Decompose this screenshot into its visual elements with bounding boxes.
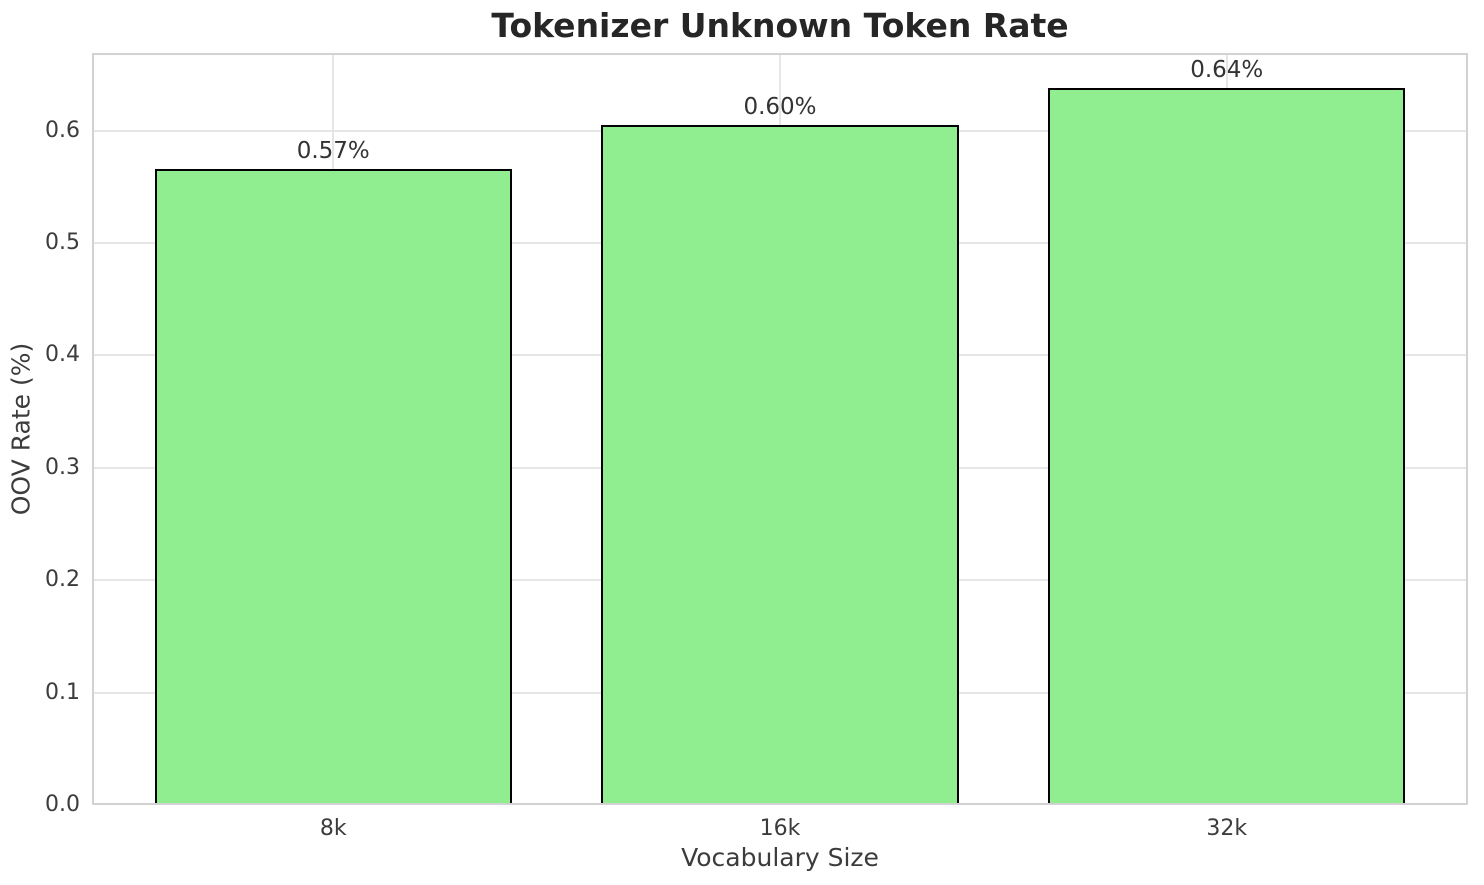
bar <box>1048 87 1406 805</box>
plot-area <box>92 53 1468 805</box>
x-axis-label: Vocabulary Size <box>681 843 879 872</box>
bar <box>154 168 512 805</box>
y-tick-label: 0.6 <box>45 117 80 143</box>
y-tick-label: 0.4 <box>45 342 80 368</box>
y-axis-label: OOV Rate (%) <box>6 342 36 516</box>
x-tick-label: 8k <box>319 816 347 841</box>
bar-value-label: 0.60% <box>743 93 817 120</box>
y-tick-label: 0.1 <box>45 679 80 705</box>
x-tick-label: 32k <box>1206 816 1248 841</box>
bar-value-label: 0.57% <box>296 137 370 164</box>
y-tick-label: 0.0 <box>45 792 80 817</box>
chart-title: Tokenizer Unknown Token Rate <box>491 6 1069 45</box>
bar-value-label: 0.64% <box>1190 56 1264 83</box>
y-tick-label: 0.3 <box>45 454 80 480</box>
y-tick-label: 0.5 <box>45 229 80 255</box>
y-tick-label: 0.2 <box>45 567 80 593</box>
bar <box>601 124 959 805</box>
x-tick-label: 16k <box>759 816 801 841</box>
